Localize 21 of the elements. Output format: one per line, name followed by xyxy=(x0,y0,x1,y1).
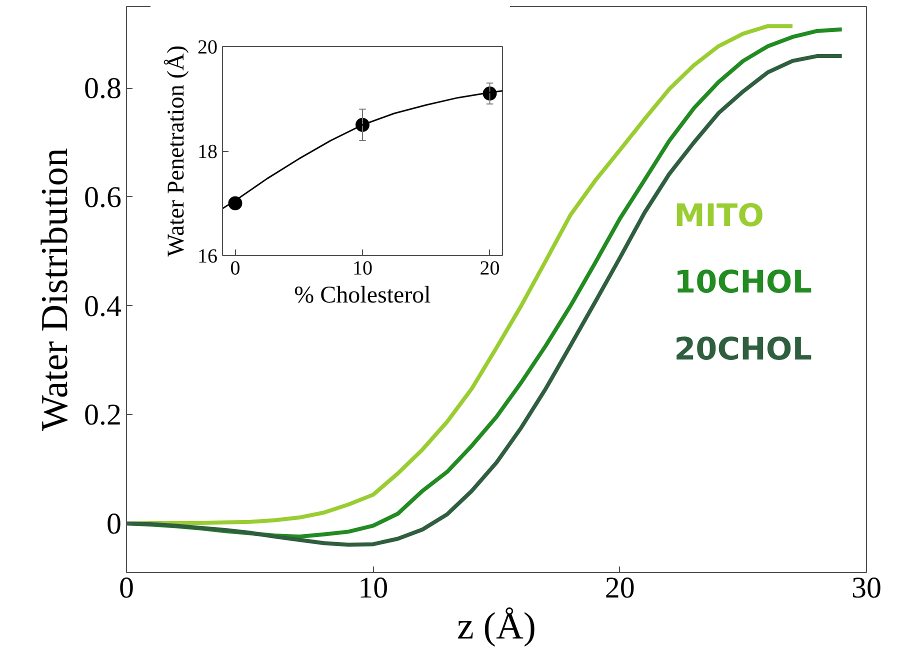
x-tick-label: 0 xyxy=(230,258,240,280)
y-tick-label: 0.4 xyxy=(84,290,122,323)
x-tick-label: 10 xyxy=(352,258,372,280)
x-tick-label: 30 xyxy=(852,572,882,604)
text: 20CHOL xyxy=(674,331,812,368)
x-tick-label: 20 xyxy=(604,572,635,604)
y-tick-label: 0.2 xyxy=(84,398,122,432)
x-axis-title: z (Å) xyxy=(456,606,536,648)
y-axis-title: Water Penetration (Å) xyxy=(164,45,190,257)
text: MITO xyxy=(674,198,764,234)
y-tick-label: 16 xyxy=(198,246,218,268)
text: 10CHOL xyxy=(674,264,812,301)
y-tick-label: 0.8 xyxy=(84,72,122,106)
y-tick-label: 0.6 xyxy=(84,180,122,214)
y-tick-label: 20 xyxy=(198,36,218,58)
x-tick-label: 20 xyxy=(480,258,500,280)
y-axis-title: Water Distribution xyxy=(34,148,76,431)
y-tick-label: 18 xyxy=(198,141,218,163)
x-tick-label: 10 xyxy=(358,572,388,604)
x-axis-title: % Cholesterol xyxy=(294,282,432,308)
y-tick-label: 0 xyxy=(106,508,122,541)
